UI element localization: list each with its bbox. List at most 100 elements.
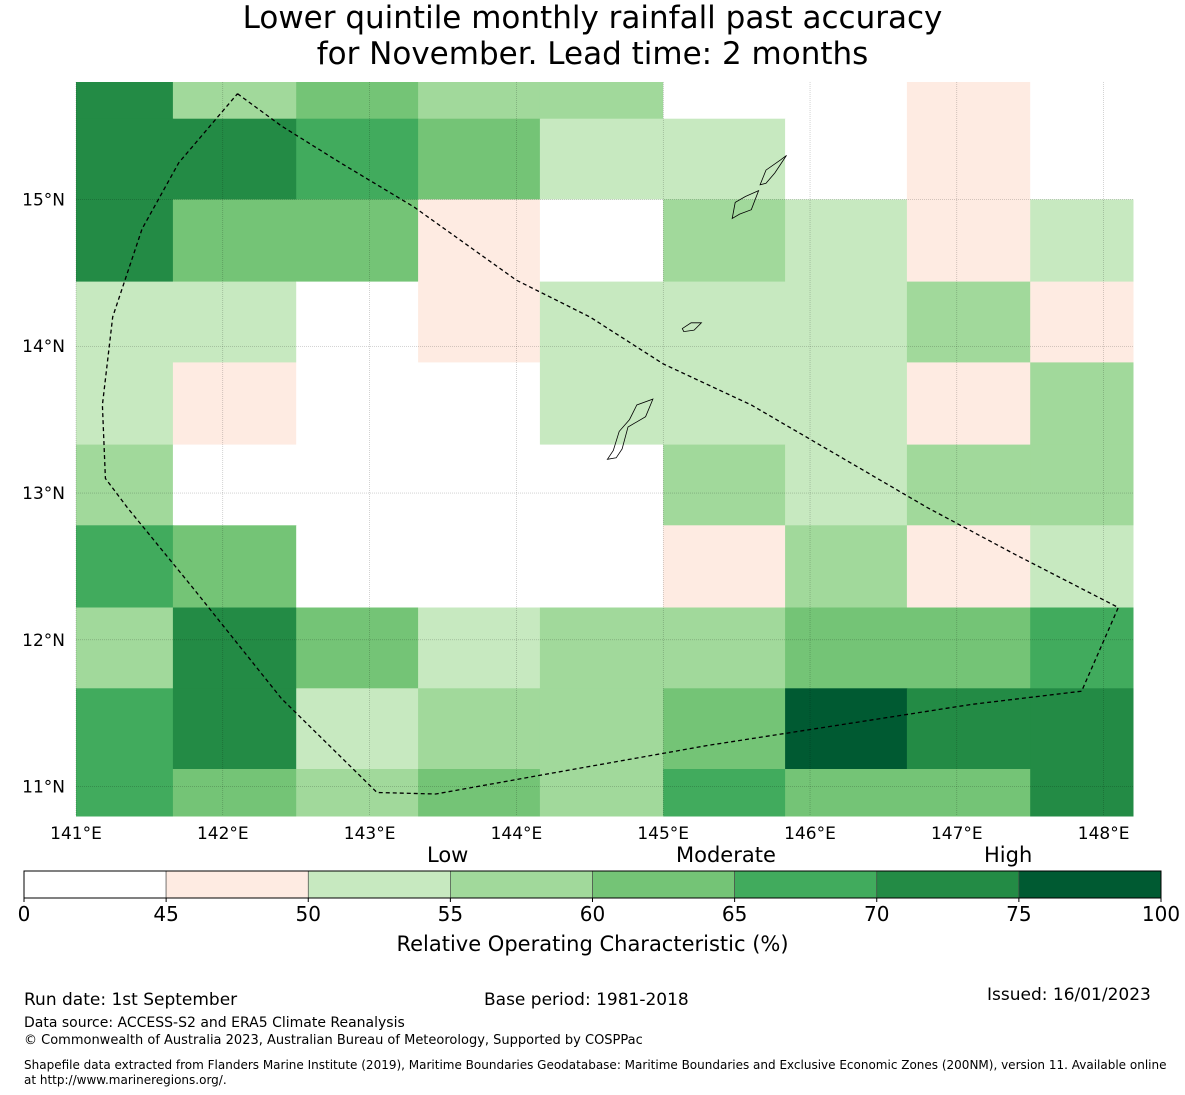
grid-cell-r4-c2 (296, 362, 419, 446)
grid-cell-r7-c6 (785, 607, 908, 689)
lon-tick-label-144: 144°E (491, 824, 543, 844)
grid-cell-r8-c5 (663, 688, 786, 770)
colorbar-swatch-5 (734, 870, 877, 899)
colorbar-swatch-0 (23, 870, 167, 899)
colorbar-tick-label-0: 0 (18, 902, 31, 926)
lon-tick-label-146: 146°E (784, 824, 836, 844)
chart-title-line-1: Lower quintile monthly rainfall past acc… (242, 0, 943, 36)
grid-cell-r2-c5 (663, 199, 786, 283)
grid-cell-r9-c4 (539, 769, 664, 817)
grid-cell-r4-c7 (906, 362, 1031, 446)
grid-cell-r5-c7 (906, 444, 1031, 526)
data-source: Data source: ACCESS-S2 and ERA5 Climate … (24, 1015, 405, 1031)
chart-title-line-2: for November. Lead time: 2 months (316, 36, 869, 72)
grid-cell-r1-c6 (785, 118, 908, 200)
grid-cell-r0-c1 (172, 82, 297, 120)
grid-cell-r5-c8 (1030, 444, 1134, 526)
colorbar-swatch-7 (1018, 870, 1162, 899)
lat-tick-label-13: 13°N (22, 484, 65, 504)
colorbar-swatch-3 (450, 870, 593, 899)
grid-cell-r3-c7 (906, 281, 1031, 363)
colorbar-tick-label-8: 100 (1142, 902, 1180, 926)
grid-cell-r6-c6 (785, 525, 908, 608)
grid-cell-r1-c4 (539, 118, 664, 200)
grid-cell-r9-c2 (296, 769, 419, 817)
grid-cell-r9-c5 (663, 769, 786, 817)
grid-cell-r6-c8 (1030, 525, 1134, 608)
lon-tick-label-148: 148°E (1078, 824, 1130, 844)
grid-cell-r2-c1 (172, 199, 297, 283)
grid-cell-r0-c3 (418, 82, 541, 120)
grid-cell-r2-c6 (785, 199, 908, 283)
grid-cell-r0-c7 (906, 82, 1031, 120)
grid-cell-r9-c6 (785, 769, 908, 817)
grid-cell-r3-c3 (418, 281, 541, 363)
grid-cell-r5-c6 (785, 444, 908, 526)
grid-cell-r3-c8 (1030, 281, 1134, 363)
grid-cell-r2-c4 (539, 199, 664, 283)
grid-cell-r6-c7 (906, 525, 1031, 608)
grid-cell-r3-c0 (76, 281, 174, 363)
grid-cell-r7-c8 (1030, 607, 1134, 689)
lat-tick-label-14: 14°N (22, 337, 65, 357)
shapefile-credit-line-2: at http://www.marineregions.org/. (24, 1073, 227, 1087)
grid-cell-r7-c3 (418, 607, 541, 689)
grid-cell-r4-c8 (1030, 362, 1134, 446)
grid-cell-r2-c8 (1030, 199, 1134, 283)
grid-cell-r6-c1 (172, 525, 297, 608)
grid-cell-r8-c6 (785, 688, 908, 770)
grid-cell-r5-c0 (76, 444, 174, 526)
island-outline-2 (731, 189, 760, 220)
base-period: Base period: 1981-2018 (484, 990, 689, 1010)
lon-tick-label-147: 147°E (931, 824, 983, 844)
grid-cell-r8-c4 (539, 688, 664, 770)
grid-cell-r0-c2 (296, 82, 419, 120)
grid-cell-r4-c0 (76, 362, 174, 446)
colorbar-category-moderate: Moderate (676, 843, 776, 867)
colorbar-category-low: Low (427, 843, 469, 867)
colorbar-swatch-4 (592, 870, 735, 899)
grid-cell-r7-c2 (296, 607, 419, 689)
lat-tick-label-12: 12°N (22, 631, 65, 651)
grid-cell-r0-c8 (1030, 82, 1134, 120)
island-outline-1 (681, 322, 703, 333)
issued-date: Issued: 16/01/2023 (987, 985, 1151, 1005)
lon-tick-label-143: 143°E (344, 824, 396, 844)
grid-cell-r5-c3 (418, 444, 541, 526)
grid-cell-r8-c1 (172, 688, 297, 770)
colorbar-tick-label-1: 45 (153, 902, 178, 926)
grid-cell-r8-c8 (1030, 688, 1134, 770)
grid-cell-r9-c0 (76, 769, 174, 817)
colorbar-tick-label-6: 70 (864, 902, 889, 926)
grid-cell-r1-c8 (1030, 118, 1134, 200)
grid-cell-r1-c2 (296, 118, 419, 200)
grid-cell-r1-c3 (418, 118, 541, 200)
shapefile-credit-line-1: Shapefile data extracted from Flanders M… (24, 1058, 1167, 1072)
colorbar-tick-label-2: 50 (296, 902, 321, 926)
grid-cell-r0-c0 (76, 82, 174, 120)
eez-boundary-line (101, 93, 1120, 795)
grid-cell-r4-c1 (172, 362, 297, 446)
grid-cell-r4-c5 (663, 362, 786, 446)
colorbar-axis-label: Relative Operating Characteristic (%) (396, 932, 789, 956)
grid-cell-r6-c4 (539, 525, 664, 608)
grid-cell-r3-c6 (785, 281, 908, 363)
grid-cell-r7-c0 (76, 607, 174, 689)
grid-cell-r9-c3 (418, 769, 541, 817)
grid-cell-r3-c5 (663, 281, 786, 363)
colorbar-swatch-6 (876, 870, 1020, 899)
colorbar-swatch-2 (307, 870, 451, 899)
grid-cell-r6-c3 (418, 525, 541, 608)
grid-cell-r8-c2 (296, 688, 419, 770)
grid-cell-r5-c2 (296, 444, 419, 526)
grid-cell-r8-c7 (906, 688, 1031, 770)
grid-cell-r6-c5 (663, 525, 786, 608)
grid-cell-r8-c0 (76, 688, 174, 770)
grid-cell-r1-c0 (76, 118, 174, 200)
grid-cell-r4-c6 (785, 362, 908, 446)
lat-tick-label-15: 15°N (22, 190, 65, 210)
grid-cell-r4-c4 (539, 362, 664, 446)
island-outline-3 (759, 155, 787, 186)
lon-tick-label-145: 145°E (637, 824, 689, 844)
grid-cell-r1-c1 (172, 118, 297, 200)
